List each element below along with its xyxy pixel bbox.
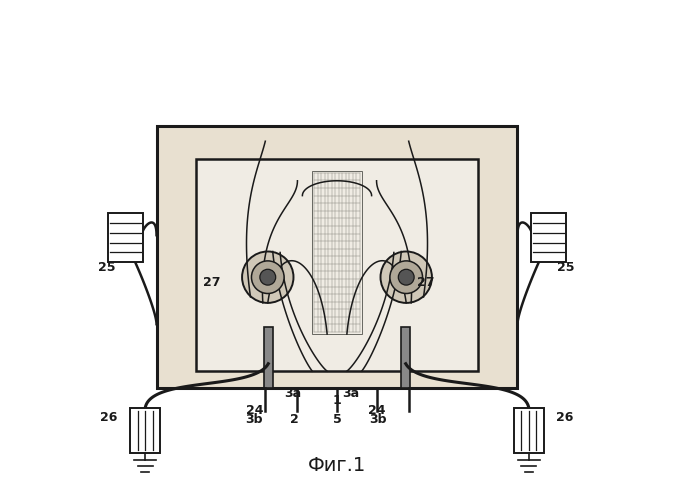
Circle shape <box>260 270 276 285</box>
Text: 3a: 3a <box>342 387 359 400</box>
Circle shape <box>390 261 423 294</box>
Text: 26: 26 <box>100 410 117 424</box>
Text: 25: 25 <box>557 261 575 274</box>
Text: 2: 2 <box>290 413 299 426</box>
Circle shape <box>398 270 414 285</box>
Bar <box>401 326 410 388</box>
Text: 27: 27 <box>417 276 435 288</box>
Bar <box>264 326 273 388</box>
Circle shape <box>381 252 432 303</box>
Bar <box>156 126 518 388</box>
Bar <box>108 213 143 262</box>
Text: 26: 26 <box>556 410 573 424</box>
Text: 3a: 3a <box>284 387 301 400</box>
Text: 25: 25 <box>98 261 116 274</box>
Text: Фиг.1: Фиг.1 <box>308 456 366 474</box>
Bar <box>312 171 362 334</box>
Text: 24: 24 <box>368 404 386 417</box>
Bar <box>514 408 544 453</box>
Text: 5: 5 <box>333 413 341 426</box>
Bar <box>130 408 160 453</box>
Bar <box>531 213 566 262</box>
Circle shape <box>251 261 284 294</box>
Bar <box>196 158 478 371</box>
Text: 3b: 3b <box>245 413 263 426</box>
Text: 1: 1 <box>333 394 341 407</box>
Text: 27: 27 <box>203 276 220 288</box>
Text: 24: 24 <box>246 404 264 417</box>
Circle shape <box>242 252 293 303</box>
Text: 3b: 3b <box>369 413 387 426</box>
